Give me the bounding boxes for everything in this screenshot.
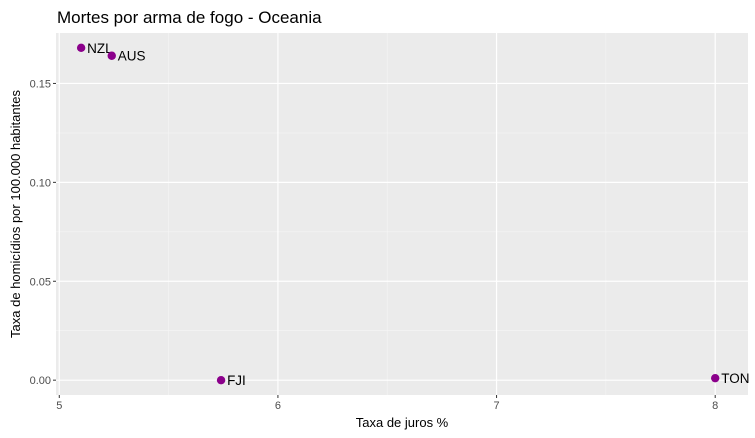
minor-gridlines (56, 33, 748, 395)
x-tick-label: 6 (275, 400, 281, 412)
x-tick-label: 8 (712, 400, 718, 412)
point-label-fji: FJI (227, 373, 246, 388)
data-point-ton (711, 373, 720, 383)
plot-panel (56, 33, 748, 395)
chart-title: Mortes por arma de fogo - Oceania (57, 8, 322, 27)
y-axis-title: Taxa de homicídios por 100.000 habitante… (8, 90, 23, 338)
data-point-fji (216, 375, 226, 385)
point-label-ton: TON (721, 371, 749, 386)
x-axis: 5 6 7 8 (56, 395, 718, 412)
x-tick-label: 7 (493, 400, 499, 412)
y-tick-label: 0.10 (30, 177, 51, 189)
y-tick-label: 0.00 (30, 375, 51, 387)
y-tick-label: 0.05 (30, 276, 51, 288)
x-axis-title: Taxa de juros % (356, 415, 449, 430)
data-point-aus (107, 51, 116, 60)
y-tick-label: 0.15 (30, 78, 51, 90)
y-axis: 0.00 0.05 0.10 0.15 (30, 78, 56, 387)
data-point-nzl (76, 43, 86, 53)
point-label-aus: AUS (118, 49, 146, 64)
point-label-nzl: NZL (87, 41, 113, 56)
major-gridlines (56, 33, 748, 395)
x-tick-label: 5 (56, 400, 62, 412)
data-points: NZL AUS FJI TON (76, 41, 749, 388)
